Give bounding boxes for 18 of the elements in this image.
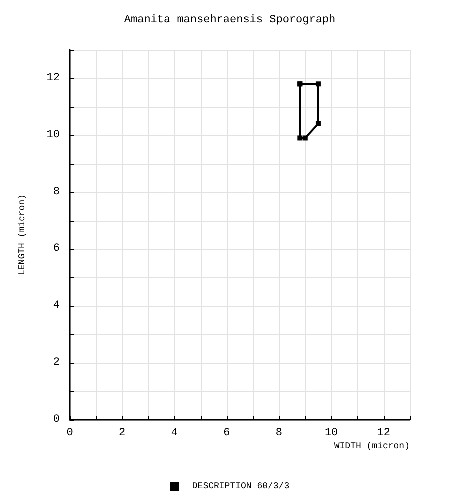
chart-title: Amanita mansehraensis Sporograph: [124, 14, 336, 26]
y-tick-label: 4: [53, 300, 60, 312]
y-tick-label: 8: [53, 186, 60, 198]
x-tick-label: 4: [171, 428, 178, 440]
x-tick-label: 6: [224, 428, 230, 440]
y-tick-label: 0: [53, 414, 60, 426]
x-axis-title: WIDTH (micron): [334, 442, 410, 452]
x-tick-label: 12: [377, 428, 390, 440]
y-axis-title: LENGTH (micron): [18, 194, 28, 276]
legend-label: DESCRIPTION 60/3/3: [192, 482, 290, 492]
y-tick-label: 10: [46, 129, 60, 142]
x-tick-label: 2: [119, 428, 126, 440]
y-tick-label: 2: [53, 357, 60, 370]
x-tick-label: 0: [66, 428, 74, 440]
y-tick-label: 12: [46, 72, 60, 84]
x-tick-label: 10: [324, 428, 338, 440]
x-tick-label: 8: [276, 428, 283, 440]
y-tick-label: 6: [53, 243, 60, 256]
